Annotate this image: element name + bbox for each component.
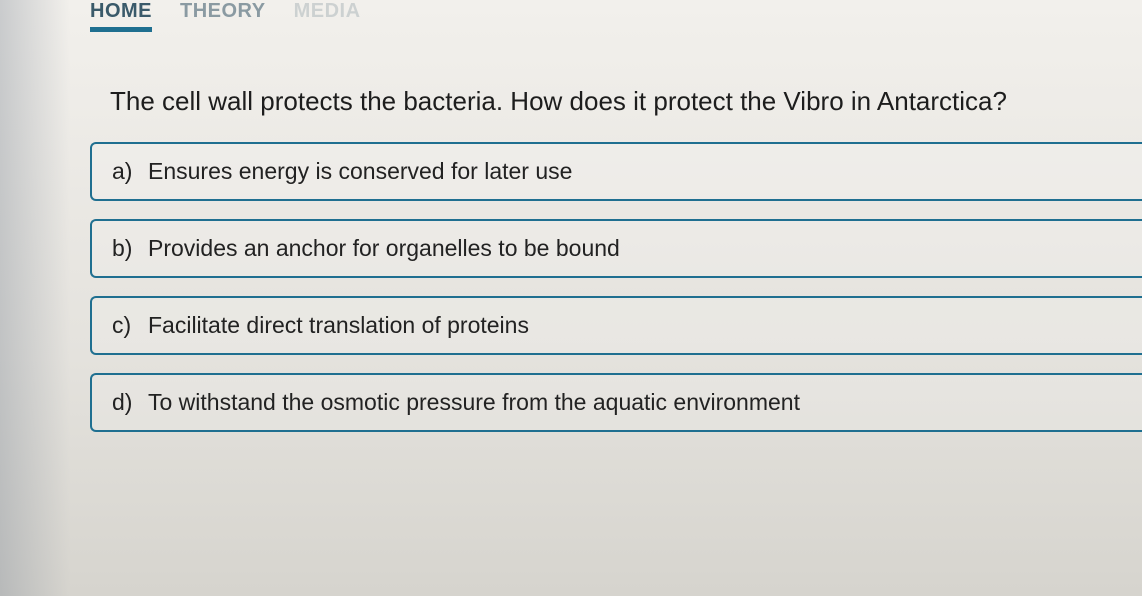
option-letter: c) xyxy=(112,312,138,339)
tab-theory-label: THEORY xyxy=(180,0,266,22)
tab-home-label: HOME xyxy=(90,0,152,22)
page-root: HOME THEORY MEDIA The cell wall protects… xyxy=(0,0,1142,596)
option-a[interactable]: a) Ensures energy is conserved for later… xyxy=(90,142,1142,201)
content-area: The cell wall protects the bacteria. How… xyxy=(90,55,1142,432)
option-text: Ensures energy is conserved for later us… xyxy=(148,158,572,185)
nav-bar: HOME THEORY MEDIA xyxy=(60,0,1142,40)
option-b[interactable]: b) Provides an anchor for organelles to … xyxy=(90,219,1142,278)
option-letter: d) xyxy=(112,389,138,416)
tab-media-label: MEDIA xyxy=(294,0,361,22)
tab-media[interactable]: MEDIA xyxy=(294,0,361,27)
option-text: Provides an anchor for organelles to be … xyxy=(148,235,620,262)
option-c[interactable]: c) Facilitate direct translation of prot… xyxy=(90,296,1142,355)
left-vignette xyxy=(0,0,70,596)
option-text: To withstand the osmotic pressure from t… xyxy=(148,389,800,416)
option-letter: b) xyxy=(112,235,138,262)
options-list: a) Ensures energy is conserved for later… xyxy=(90,142,1142,432)
option-letter: a) xyxy=(112,158,138,185)
tab-home[interactable]: HOME xyxy=(90,0,152,32)
tab-theory[interactable]: THEORY xyxy=(180,0,266,27)
option-text: Facilitate direct translation of protein… xyxy=(148,312,529,339)
question-text: The cell wall protects the bacteria. How… xyxy=(110,85,1142,118)
option-d[interactable]: d) To withstand the osmotic pressure fro… xyxy=(90,373,1142,432)
